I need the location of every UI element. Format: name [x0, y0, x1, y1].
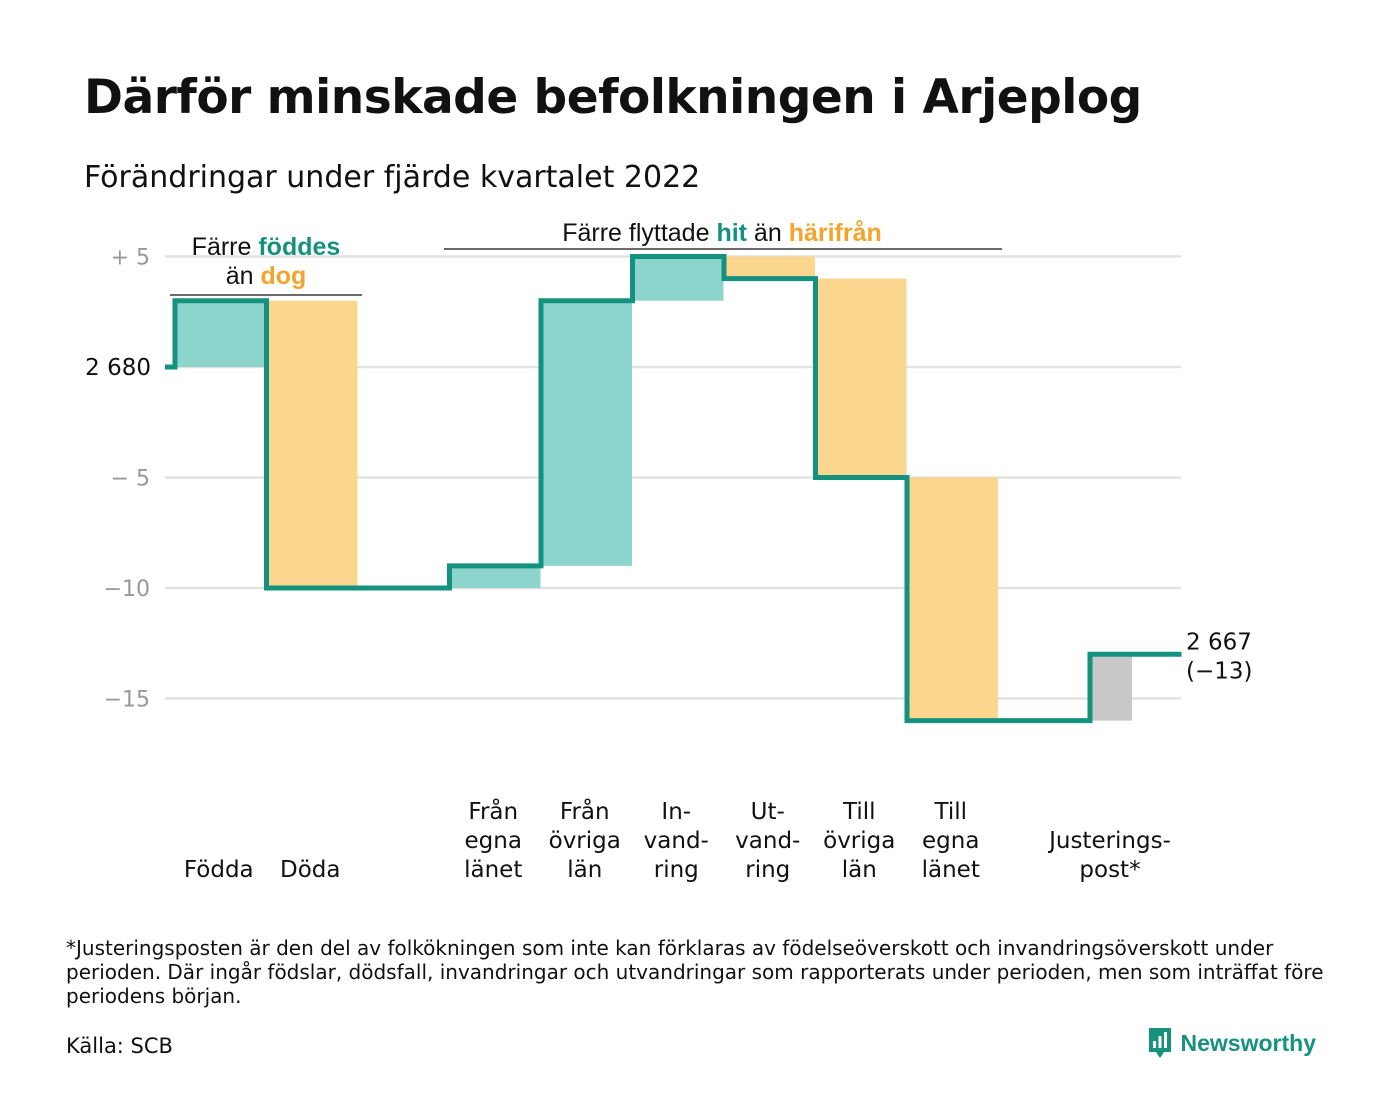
migration-annotation-text: Färre flyttade hit än härifrån	[562, 219, 882, 247]
x-category-label-line: ring	[745, 857, 790, 883]
x-category-label-line: län	[567, 857, 602, 883]
x-category-label-line: egna	[922, 828, 979, 854]
x-category-label-line: Justerings-	[1047, 828, 1171, 854]
x-category-label-line: Döda	[280, 857, 340, 883]
x-category-label: Till övriga län	[823, 799, 895, 883]
waterfall-bar	[175, 300, 266, 367]
x-category-label-line: Från	[468, 797, 518, 825]
start-value-label: 2 680	[85, 355, 151, 381]
x-category-label: Justerings-post*	[1047, 828, 1171, 883]
x-category-label: Födda	[184, 857, 254, 883]
x-category-label-line: Till	[933, 799, 967, 825]
waterfall-bar	[632, 256, 724, 301]
newsworthy-logo-icon	[1148, 1028, 1171, 1058]
x-category-label-line: egna	[465, 828, 522, 854]
end-value-label-line: (−13)	[1186, 658, 1252, 684]
chart-title: Därför minskade befolkningen i Arjeplog	[84, 70, 1142, 125]
y-tick-label: + 5	[111, 246, 150, 271]
x-category-label: Döda	[280, 857, 340, 883]
waterfall-bar	[724, 256, 815, 279]
waterfall-bar	[449, 565, 541, 588]
footnote: *Justeringsposten är den del av folkökni…	[66, 936, 1324, 1008]
y-tick-label: −15	[104, 688, 150, 713]
waterfall-bar	[907, 477, 998, 721]
births-annotation-line1: Färre föddes	[192, 233, 341, 261]
x-category-label-line: länet	[464, 857, 522, 883]
x-category-label-line: länet	[922, 857, 980, 883]
bar-layer	[175, 256, 1132, 721]
births-annotation: Färre föddes än dog	[170, 233, 362, 296]
label-layer: 2 680 Födda Döda Från egna länet Från övriga län…	[85, 355, 1252, 883]
brand-name: Newsworthy	[1180, 1029, 1316, 1056]
migration-annotation: Färre flyttade hit än härifrån	[444, 219, 1002, 250]
x-category-label-line: övriga	[823, 828, 895, 854]
waterfall-bar	[1090, 654, 1132, 721]
y-tick-label: −10	[104, 577, 150, 602]
x-category-label-line: län	[842, 857, 877, 883]
x-category-label: In-vand-ring	[644, 799, 709, 883]
line-layer	[165, 254, 1182, 724]
source-note: Källa: SCB	[66, 1034, 173, 1058]
end-value-label: 2 667 (−13)	[1186, 629, 1252, 684]
x-category-label-line: ring	[654, 857, 699, 883]
x-category-label-line: post*	[1079, 857, 1140, 883]
waterfall-bar	[266, 300, 358, 588]
x-category-label-line: vand-	[644, 828, 709, 854]
brand-logo: Newsworthy	[1147, 1026, 1316, 1060]
cumulative-step-line	[165, 254, 1182, 724]
x-category-label-line: vand-	[735, 828, 800, 854]
x-category-label: Från egna länet	[464, 797, 522, 883]
end-value-label-line: 2 667	[1186, 629, 1252, 655]
y-tick-label: − 5	[111, 467, 150, 492]
x-category-label-line: övriga	[549, 828, 621, 854]
x-category-label: Från övriga län	[549, 797, 621, 883]
chart-subtitle: Förändringar under fjärde kvartalet 2022	[84, 160, 701, 195]
x-category-label: Till egna länet	[922, 799, 980, 883]
x-category-label-line: Från	[560, 797, 610, 825]
births-annotation-line2: än dog	[226, 262, 307, 290]
x-category-label: Ut-vand-ring	[735, 799, 800, 883]
x-category-label-line: Födda	[184, 857, 254, 883]
waterfall-chart: + 5 − 5 −10 −15 2 680 Födda Döda Från egna länet…	[85, 219, 1252, 883]
x-category-label-line: Till	[842, 799, 876, 825]
x-category-label-line: In-	[661, 799, 691, 825]
waterfall-bar	[541, 300, 632, 566]
waterfall-bar	[815, 278, 907, 478]
x-category-label-line: Ut-	[751, 799, 785, 825]
